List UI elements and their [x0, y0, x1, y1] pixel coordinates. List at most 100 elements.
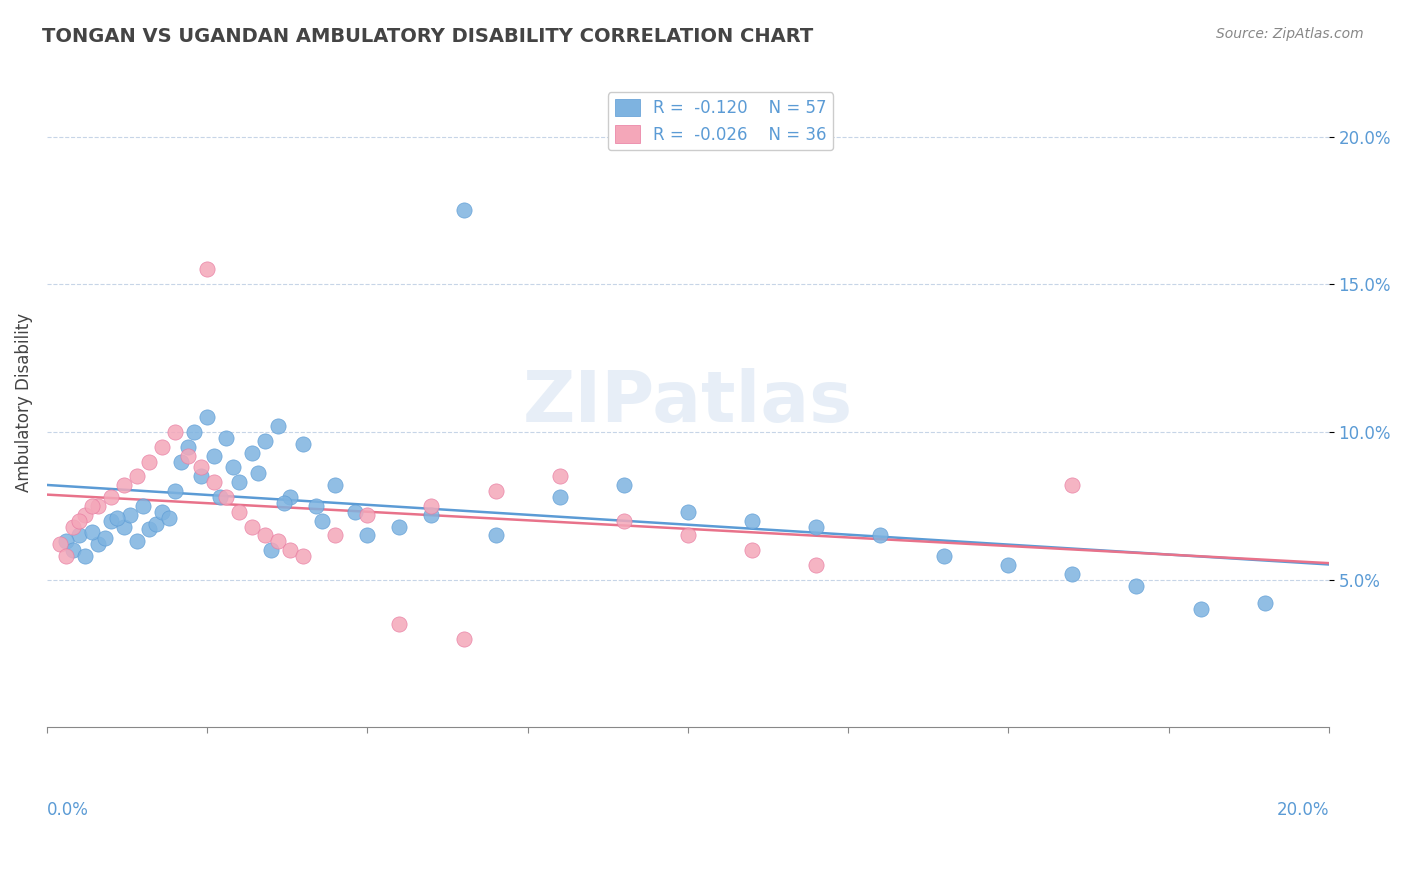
Tongans	[195, 410, 218, 425]
Tongans	[388, 519, 411, 533]
Tongans	[67, 528, 90, 542]
Ugandans	[484, 484, 506, 499]
Tongans	[138, 523, 160, 537]
Tongans	[420, 508, 443, 522]
Ugandans	[228, 505, 250, 519]
Tongans	[190, 469, 212, 483]
Legend: R =  -0.120    N = 57, R =  -0.026    N = 36: R = -0.120 N = 57, R = -0.026 N = 36	[609, 92, 834, 150]
Tongans	[240, 445, 263, 459]
Tongans	[869, 528, 891, 542]
Ugandans	[202, 475, 225, 490]
Tongans	[87, 537, 110, 551]
Tongans	[150, 505, 173, 519]
Ugandans	[215, 490, 238, 504]
Ugandans	[676, 528, 699, 542]
Ugandans	[292, 549, 315, 563]
Tongans	[62, 543, 84, 558]
Tongans	[1062, 566, 1084, 581]
Ugandans	[253, 528, 276, 542]
Ugandans	[453, 632, 475, 646]
Text: 20.0%: 20.0%	[1277, 801, 1329, 819]
Tongans	[453, 203, 475, 218]
Tongans	[253, 434, 276, 448]
Text: ZIPatlas: ZIPatlas	[523, 368, 853, 437]
Tongans	[356, 528, 378, 542]
Ugandans	[613, 514, 636, 528]
Ugandans	[1062, 478, 1084, 492]
Tongans	[266, 419, 288, 434]
Tongans	[804, 519, 827, 533]
Tongans	[323, 478, 346, 492]
Tongans	[222, 460, 245, 475]
Text: 0.0%: 0.0%	[46, 801, 89, 819]
Tongans	[484, 528, 506, 542]
Y-axis label: Ambulatory Disability: Ambulatory Disability	[15, 313, 32, 492]
Tongans	[177, 440, 200, 454]
Ugandans	[266, 534, 288, 549]
Ugandans	[150, 440, 173, 454]
Ugandans	[75, 508, 97, 522]
Tongans	[1189, 602, 1212, 616]
Text: TONGAN VS UGANDAN AMBULATORY DISABILITY CORRELATION CHART: TONGAN VS UGANDAN AMBULATORY DISABILITY …	[42, 27, 814, 45]
Tongans	[260, 543, 283, 558]
Tongans	[1125, 579, 1147, 593]
Tongans	[613, 478, 636, 492]
Ugandans	[112, 478, 135, 492]
Ugandans	[323, 528, 346, 542]
Ugandans	[138, 454, 160, 468]
Tongans	[165, 484, 187, 499]
Tongans	[311, 514, 333, 528]
Ugandans	[420, 499, 443, 513]
Ugandans	[804, 558, 827, 572]
Tongans	[202, 449, 225, 463]
Tongans	[273, 496, 295, 510]
Tongans	[247, 467, 270, 481]
Tongans	[55, 534, 77, 549]
Tongans	[105, 510, 128, 524]
Ugandans	[280, 543, 302, 558]
Ugandans	[190, 460, 212, 475]
Ugandans	[548, 469, 571, 483]
Tongans	[93, 532, 115, 546]
Tongans	[80, 525, 103, 540]
Tongans	[157, 510, 180, 524]
Tongans	[548, 490, 571, 504]
Tongans	[125, 534, 148, 549]
Tongans	[997, 558, 1019, 572]
Tongans	[100, 514, 122, 528]
Tongans	[145, 516, 167, 531]
Tongans	[208, 490, 231, 504]
Ugandans	[356, 508, 378, 522]
Ugandans	[240, 519, 263, 533]
Tongans	[75, 549, 97, 563]
Tongans	[280, 490, 302, 504]
Ugandans	[62, 519, 84, 533]
Tongans	[343, 505, 366, 519]
Ugandans	[67, 514, 90, 528]
Tongans	[934, 549, 956, 563]
Tongans	[228, 475, 250, 490]
Ugandans	[165, 425, 187, 439]
Text: Source: ZipAtlas.com: Source: ZipAtlas.com	[1216, 27, 1364, 41]
Ugandans	[177, 449, 200, 463]
Ugandans	[55, 549, 77, 563]
Ugandans	[125, 469, 148, 483]
Ugandans	[741, 543, 763, 558]
Ugandans	[48, 537, 70, 551]
Tongans	[183, 425, 205, 439]
Tongans	[120, 508, 142, 522]
Tongans	[132, 499, 155, 513]
Tongans	[215, 431, 238, 445]
Tongans	[292, 437, 315, 451]
Tongans	[741, 514, 763, 528]
Ugandans	[80, 499, 103, 513]
Tongans	[1253, 596, 1275, 610]
Ugandans	[388, 617, 411, 632]
Tongans	[305, 499, 328, 513]
Tongans	[112, 519, 135, 533]
Ugandans	[195, 262, 218, 277]
Ugandans	[87, 499, 110, 513]
Tongans	[676, 505, 699, 519]
Ugandans	[100, 490, 122, 504]
Tongans	[170, 454, 193, 468]
